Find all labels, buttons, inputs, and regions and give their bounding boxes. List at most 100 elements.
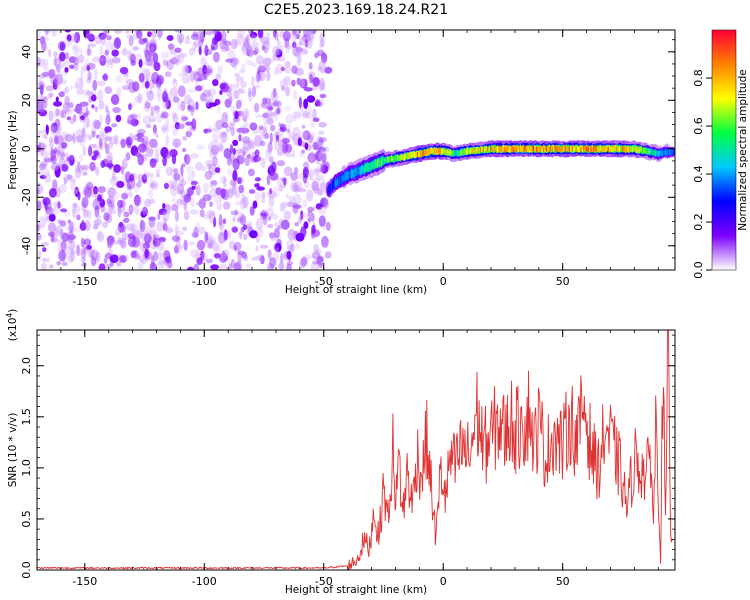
spectrogram-ridge-cell — [543, 146, 545, 154]
spectrogram-noise-blob — [173, 245, 179, 254]
spectrogram-ridge-cell — [636, 145, 638, 153]
spectrogram-noise-blob — [283, 166, 293, 177]
spectrogram-ridge-cell — [422, 149, 424, 157]
spectrogram-noise-blob — [188, 47, 195, 56]
spectrogram-noise-blob — [94, 106, 99, 113]
spectrogram-ridge-cell — [593, 145, 595, 153]
spectrogram-noise-blob — [61, 232, 70, 242]
spectrogram-noise-blob — [204, 30, 213, 36]
spectrogram-noise-blob — [130, 250, 137, 259]
spectrogram-noise-blob — [129, 132, 134, 144]
spectrogram-noise-blob — [242, 150, 246, 157]
spectrogram-ridge-cell — [610, 146, 612, 154]
spectrogram-noise-blob — [183, 239, 188, 251]
spectrogram-noise-blob — [268, 57, 277, 63]
spectrogram-noise-blob — [158, 208, 168, 216]
spectrogram-noise-blob — [126, 223, 135, 231]
spectrogram-noise-blob — [229, 83, 236, 88]
spectrogram-noise-blob — [301, 34, 311, 43]
spectrogram-noise-blob — [60, 208, 67, 213]
spectrogram-noise-blob — [52, 228, 60, 237]
colorbar-tick-label: 0.8 — [692, 69, 705, 87]
spectrogram-noise-blob — [85, 116, 90, 128]
spectrogram-noise-blob — [238, 148, 244, 161]
y-tick-label: 1.5 — [20, 408, 33, 426]
spectrogram-noise-blob — [318, 121, 327, 128]
spectrogram-noise-blob — [298, 77, 306, 88]
spectrogram-noise-blob — [113, 37, 122, 49]
x-tick-label: 50 — [556, 575, 570, 588]
spectrogram-noise-blob — [280, 219, 290, 230]
spectrogram-noise-blob — [219, 133, 226, 144]
spectrogram-noise-blob — [275, 247, 279, 253]
spectrogram-noise-blob — [69, 221, 74, 233]
spectrogram-noise-blob — [283, 210, 292, 221]
spectrogram-noise-blob — [161, 111, 169, 119]
spectrogram-noise-blob — [104, 128, 108, 134]
spectrogram-ridge-cell — [657, 150, 659, 158]
spectrogram-noise-blob — [195, 161, 203, 171]
spectrogram-noise-blob — [315, 137, 325, 147]
spectrogram-noise-blob — [61, 250, 67, 262]
spectrogram-noise-blob — [47, 222, 57, 233]
spectrogram-noise-blob — [141, 206, 148, 217]
spectrogram-noise-blob — [134, 95, 141, 103]
spectrogram-noise-blob — [217, 232, 226, 244]
spectrogram-noise-blob — [316, 135, 323, 146]
spectrogram-ridge-cell — [538, 146, 540, 153]
spectrogram-noise-blob — [86, 244, 92, 250]
spectrogram-noise-blob — [283, 177, 287, 186]
spectrogram-ridge-cell — [643, 146, 645, 154]
spectrogram-noise-blob — [157, 212, 161, 220]
spectrogram-noise-blob — [225, 58, 234, 63]
spectrogram-noise-blob — [152, 124, 157, 134]
spectrogram-noise-blob — [134, 194, 141, 207]
spectrogram-ridge-cell — [518, 145, 520, 153]
spectrogram-noise-blob — [90, 256, 97, 267]
spectrogram-noise-blob — [300, 257, 307, 268]
spectrogram-noise-blob — [184, 65, 190, 73]
spectrogram-ridge-cell — [349, 169, 351, 180]
spectrogram-noise-blob — [149, 138, 158, 148]
spectrogram-noise-blob — [139, 255, 145, 263]
spectrogram-y-axis-label: Frequency (Hz) — [7, 110, 19, 189]
spectrogram-noise-blob — [269, 213, 279, 220]
spectrogram-ridge-cell — [623, 145, 625, 153]
spectrogram-noise-blob — [114, 230, 121, 236]
spectrogram-noise-blob — [90, 249, 99, 261]
spectrogram-noise-blob — [272, 242, 279, 252]
spectrogram-ridge-cell — [596, 145, 598, 153]
spectrogram-noise-blob — [261, 44, 266, 51]
spectrogram-noise-blob — [66, 34, 72, 42]
spectrogram-noise-blob — [280, 85, 286, 92]
spectrogram-noise-blob — [157, 30, 162, 39]
spectrogram-ridge-cell — [332, 180, 334, 191]
spectrogram-noise-blob — [83, 134, 93, 139]
spectrogram-noise-blob — [57, 63, 65, 69]
spectrogram-ridge-cell — [504, 146, 506, 154]
spectrogram-noise-blob — [69, 118, 75, 125]
spectrogram-noise-blob — [64, 102, 74, 113]
spectrogram-noise-blob — [182, 135, 188, 141]
spectrogram-noise-blob — [316, 255, 324, 266]
spectrogram-noise-blob — [181, 116, 189, 121]
spectrogram-noise-blob — [155, 261, 165, 270]
spectrogram-noise-blob — [255, 245, 259, 252]
spectrogram-noise-blob — [181, 147, 187, 153]
spectrogram-ridge-cell — [667, 149, 669, 157]
spectrogram-noise-blob — [296, 56, 301, 67]
spectrogram-noise-blob — [37, 30, 41, 39]
spectrogram-noise-blob — [95, 214, 102, 220]
spectrogram-noise-blob — [303, 98, 308, 110]
spectrogram-noise-blob — [132, 46, 139, 51]
spectrogram-ridge-cell — [470, 147, 471, 155]
spectrogram-noise-blob — [53, 109, 58, 119]
snr-y-ticks: 0.0 0.5 1.0 1.5 2.0 — [20, 334, 675, 579]
spectrogram-noise-blob — [175, 236, 181, 246]
spectrogram-noise-blob — [245, 263, 252, 269]
spectrogram-noise-blob — [280, 44, 284, 53]
spectrogram-noise-blob — [284, 37, 290, 49]
colorbar-ticks: 0.0 0.2 0.4 0.6 0.8 — [692, 69, 712, 279]
spectrogram-ridge-cell — [649, 148, 651, 156]
spectrogram-noise-blob — [187, 88, 197, 93]
